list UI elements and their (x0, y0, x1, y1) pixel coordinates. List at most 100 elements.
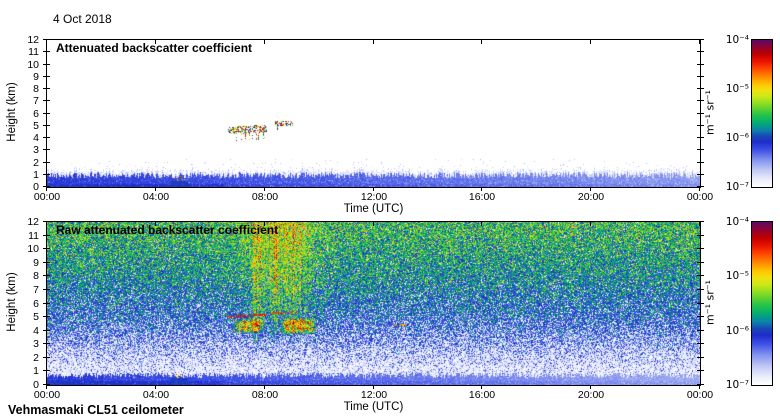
y-tick-label: 3 (33, 144, 39, 156)
x-axis-label-bottom: Time (UTC) (343, 401, 404, 413)
x-tick-mark (373, 385, 374, 389)
y-tick-label: 8 (33, 83, 39, 95)
x-tick-mark (590, 187, 591, 191)
y-tick-mark (43, 39, 50, 40)
y-tick-mark (43, 221, 50, 222)
x-axis-label-top: Time (UTC) (343, 203, 404, 215)
y-tick-label: 4 (33, 132, 39, 144)
y-tick-mark (697, 384, 704, 385)
y-tick-label: 0 (33, 379, 39, 391)
x-tick-label: 00:00 (686, 191, 714, 203)
y-tick-label: 6 (33, 108, 39, 120)
x-tick-mark (46, 187, 47, 191)
x-tick-mark (264, 187, 265, 191)
y-tick-mark (697, 174, 704, 175)
x-tick-label: 20:00 (577, 191, 605, 203)
y-tick-mark (43, 262, 50, 263)
y-tick-mark (697, 51, 704, 52)
date-label: 4 Oct 2018 (53, 12, 112, 26)
x-tick-mark (373, 222, 374, 226)
colorbar-tick-label: 10⁻⁷ (725, 379, 749, 391)
y-tick-label: 7 (33, 284, 39, 296)
y-tick-label: 0 (33, 181, 39, 193)
panel-title-attenuated: Attenuated backscatter coefficient (56, 41, 253, 55)
x-tick-mark (46, 385, 47, 389)
y-tick-mark (697, 370, 704, 371)
x-tick-mark (373, 187, 374, 191)
x-tick-mark (46, 222, 47, 226)
x-tick-mark (481, 222, 482, 226)
y-tick-label: 8 (33, 270, 39, 282)
y-tick-label: 9 (33, 71, 39, 83)
raw-backscatter-panel: Raw attenuated backscatter coefficient (46, 221, 701, 386)
x-tick-mark (155, 40, 156, 44)
colorbar-tick-label: 10⁻⁷ (725, 181, 749, 193)
y-tick-mark (43, 162, 50, 163)
x-tick-mark (699, 222, 700, 226)
y-tick-mark (697, 149, 704, 150)
x-tick-mark (699, 385, 700, 389)
y-tick-label: 10 (27, 243, 39, 255)
y-tick-label: 5 (33, 120, 39, 132)
x-tick-label: 08:00 (251, 191, 279, 203)
y-tick-label: 6 (33, 298, 39, 310)
instrument-label: Vehmasmaki CL51 ceilometer (8, 403, 184, 417)
y-tick-label: 11 (28, 46, 39, 58)
y-tick-mark (697, 289, 704, 290)
colorbar-tick-label: 10⁻⁵ (725, 83, 749, 95)
x-tick-label: 04:00 (142, 191, 170, 203)
y-tick-mark (697, 113, 704, 114)
y-tick-mark (43, 303, 50, 304)
x-tick-mark (590, 40, 591, 44)
y-tick-mark (697, 316, 704, 317)
y-tick-mark (43, 113, 50, 114)
y-tick-mark (43, 248, 50, 249)
y-tick-mark (697, 137, 704, 138)
attenuated-backscatter-panel: Attenuated backscatter coefficient (46, 39, 701, 188)
y-tick-mark (43, 64, 50, 65)
y-tick-mark (697, 357, 704, 358)
x-tick-label: 20:00 (577, 389, 605, 401)
y-tick-mark (697, 248, 704, 249)
y-tick-mark (697, 235, 704, 236)
y-tick-label: 3 (33, 338, 39, 350)
y-tick-mark (697, 125, 704, 126)
x-tick-mark (155, 222, 156, 226)
x-tick-mark (155, 385, 156, 389)
y-tick-mark (697, 303, 704, 304)
y-tick-mark (43, 149, 50, 150)
x-tick-mark (699, 40, 700, 44)
y-tick-mark (43, 51, 50, 52)
y-tick-mark (697, 39, 704, 40)
y-tick-mark (43, 370, 50, 371)
x-tick-mark (264, 222, 265, 226)
x-tick-label: 00:00 (33, 191, 61, 203)
x-tick-mark (264, 385, 265, 389)
y-tick-mark (43, 76, 50, 77)
colorbar-tick-label: 10⁻⁴ (725, 34, 749, 46)
y-tick-mark (43, 137, 50, 138)
y-tick-mark (43, 384, 50, 385)
x-tick-label: 12:00 (360, 191, 388, 203)
y-tick-mark (43, 235, 50, 236)
x-tick-mark (264, 40, 265, 44)
y-tick-mark (697, 330, 704, 331)
y-tick-label: 12 (27, 34, 39, 46)
y-tick-label: 10 (27, 59, 39, 71)
attenuated-backscatter-heatmap (47, 40, 700, 187)
colorbar-tick-label: 10⁻⁶ (725, 325, 749, 337)
y-tick-mark (697, 343, 704, 344)
y-tick-label: 1 (33, 169, 39, 181)
y-tick-mark (43, 289, 50, 290)
y-tick-mark (697, 162, 704, 163)
y-tick-mark (43, 174, 50, 175)
x-tick-label: 16:00 (468, 191, 496, 203)
y-tick-mark (697, 275, 704, 276)
y-tick-label: 5 (33, 311, 39, 323)
x-tick-label: 04:00 (142, 389, 170, 401)
y-tick-mark (43, 125, 50, 126)
y-tick-mark (43, 316, 50, 317)
x-tick-label: 12:00 (360, 389, 388, 401)
y-tick-mark (43, 357, 50, 358)
colorbar-top (751, 39, 773, 188)
